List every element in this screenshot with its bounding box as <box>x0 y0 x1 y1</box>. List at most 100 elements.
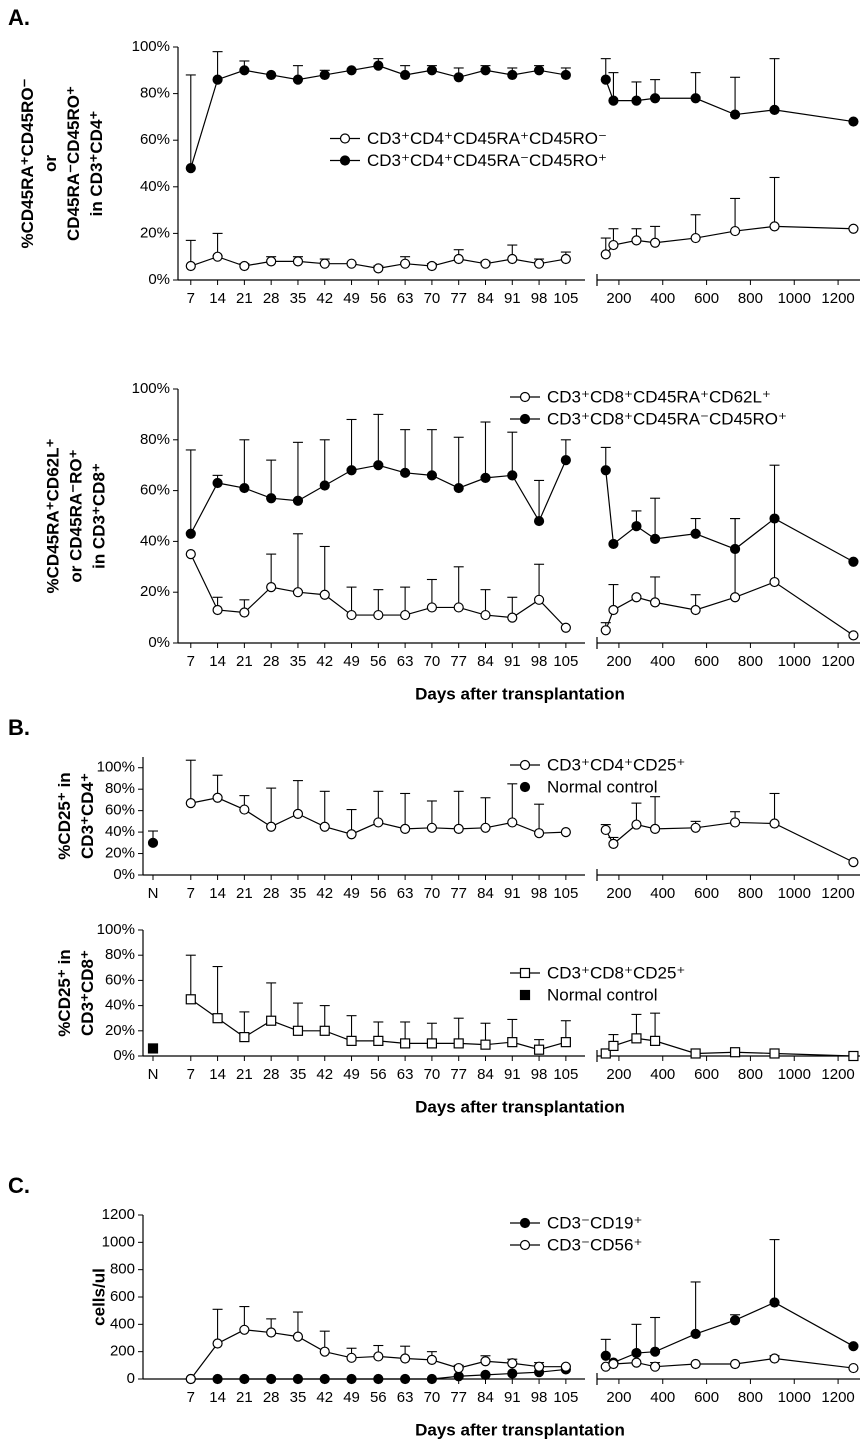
marker <box>292 256 304 267</box>
marker <box>373 60 384 71</box>
marker <box>600 824 611 836</box>
marker <box>453 602 464 613</box>
x-tick-label: 800 <box>738 653 763 670</box>
error-bar <box>507 431 518 476</box>
marker <box>212 74 223 85</box>
x-tick-label: 21 <box>236 1066 253 1083</box>
marker <box>608 95 619 106</box>
x-tick-label: 84 <box>477 885 494 902</box>
marker <box>292 587 304 598</box>
x-axis-label: Days after transplantation <box>415 1420 625 1439</box>
marker <box>533 65 545 76</box>
marker <box>769 513 780 524</box>
x-tick-label: N <box>148 885 159 902</box>
marker <box>631 819 642 830</box>
x-tick-label: 800 <box>738 1389 763 1406</box>
y-tick-label: 20% <box>105 1022 135 1039</box>
panel-label: B. <box>8 715 30 740</box>
marker <box>649 1346 661 1357</box>
marker <box>373 1373 384 1385</box>
marker <box>600 465 611 476</box>
marker <box>185 1373 196 1385</box>
error-bar <box>400 792 411 829</box>
y-tick-label: 40% <box>105 997 135 1014</box>
error-bar <box>292 533 303 593</box>
legend-item: CD3⁺CD4⁺CD45RA⁻CD45RO⁺ <box>330 151 607 170</box>
y-tick-label: 20% <box>140 224 170 241</box>
marker <box>400 467 411 478</box>
marker <box>480 1369 491 1381</box>
x-tick-label: 49 <box>343 1066 360 1083</box>
x-axis-label: Days after transplantation <box>415 1097 625 1116</box>
legend-label: Normal control <box>547 777 658 796</box>
y-tick-label: 60% <box>140 482 170 499</box>
error-bar <box>292 780 303 814</box>
marker <box>239 607 250 618</box>
error-bar <box>266 787 277 827</box>
marker <box>373 263 384 274</box>
error-bar <box>239 439 250 489</box>
marker <box>769 221 780 232</box>
error-bar <box>426 429 437 476</box>
x-tick-label: 800 <box>738 1066 763 1083</box>
marker <box>453 1038 464 1049</box>
legend-item: CD3⁺CD8⁺CD45RA⁻CD45RO⁺ <box>510 409 787 428</box>
marker <box>319 821 330 832</box>
x-tick-label: 77 <box>450 1389 467 1406</box>
error-bar <box>769 1239 780 1303</box>
marker <box>212 792 223 803</box>
marker <box>507 1368 518 1379</box>
x-tick-label: 98 <box>531 1389 548 1406</box>
marker <box>848 556 859 567</box>
y-axis-label: %CD25⁺ in <box>55 772 74 859</box>
marker <box>373 1035 384 1046</box>
x-tick-label: 7 <box>187 290 195 307</box>
x-tick-label: 77 <box>450 653 467 670</box>
x-tick-label: 14 <box>209 290 226 307</box>
marker <box>212 1013 223 1024</box>
error-bar <box>185 449 196 534</box>
legend-marker <box>519 759 531 771</box>
x-tick-label: 98 <box>531 1066 548 1083</box>
marker <box>319 1025 330 1036</box>
marker <box>373 460 384 471</box>
marker <box>453 482 464 494</box>
marker <box>147 1043 159 1054</box>
marker <box>480 65 491 76</box>
marker <box>319 69 330 81</box>
marker <box>266 821 277 832</box>
y-tick-label: 80% <box>105 946 135 963</box>
marker <box>729 817 741 828</box>
x-tick-label: 105 <box>553 290 578 307</box>
legend-label: CD3⁻CD19⁺ <box>547 1213 642 1232</box>
error-bar <box>769 517 780 583</box>
error-bar <box>319 790 330 827</box>
x-tick-label: 14 <box>209 653 226 670</box>
x-tick-label: 42 <box>316 1389 333 1406</box>
x-tick-label: 7 <box>187 1066 195 1083</box>
x-tick-label: 56 <box>370 1066 387 1083</box>
marker <box>649 93 661 104</box>
x-tick-label: 77 <box>450 1066 467 1083</box>
marker <box>239 482 250 494</box>
marker <box>319 1346 330 1357</box>
x-tick-label: N <box>148 1066 159 1083</box>
x-tick-label: 42 <box>316 290 333 307</box>
marker <box>346 609 357 621</box>
x-tick-label: 800 <box>738 885 763 902</box>
legend-marker <box>519 413 531 425</box>
marker <box>649 597 661 608</box>
marker <box>631 592 642 603</box>
x-tick-label: 14 <box>209 1389 226 1406</box>
marker <box>185 548 196 560</box>
error-bar <box>730 197 741 232</box>
series-line <box>605 1357 854 1369</box>
y-tick-label: 40% <box>105 823 135 840</box>
marker <box>400 69 411 81</box>
x-tick-label: 200 <box>606 290 631 307</box>
x-tick-label: 800 <box>738 290 763 307</box>
x-tick-label: 84 <box>477 290 494 307</box>
error-bar <box>769 464 780 519</box>
legend-item: Normal control <box>519 777 658 796</box>
